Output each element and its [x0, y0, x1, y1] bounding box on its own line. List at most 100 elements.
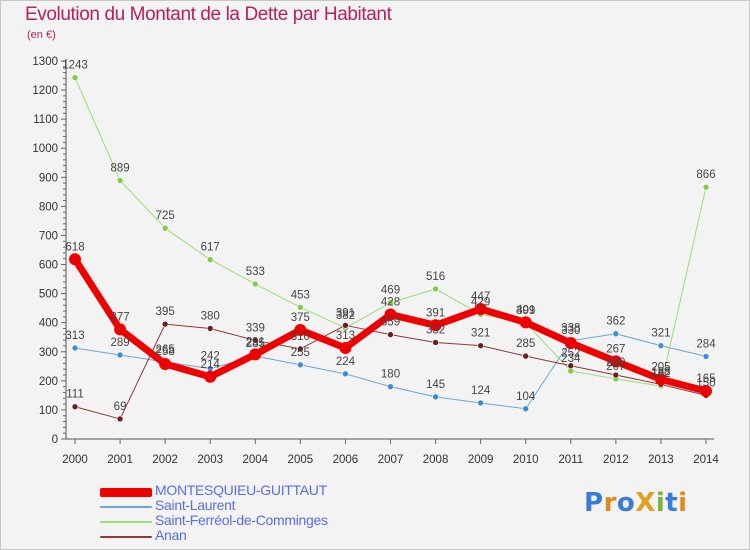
data-label: 69 [114, 401, 127, 413]
data-point [702, 183, 710, 191]
data-point [342, 370, 349, 378]
data-label: 395 [156, 306, 175, 318]
data-point [612, 330, 620, 338]
chart-unit-label: (en €) [27, 29, 56, 41]
data-point [519, 316, 532, 329]
y-tick-label: 100 [39, 405, 58, 417]
legend-item: Anan [100, 527, 420, 544]
x-tick-label: 2012 [603, 454, 629, 466]
logo-letter: X [635, 488, 656, 518]
data-point [206, 325, 214, 332]
data-label: 285 [516, 338, 535, 350]
data-label: 111 [66, 389, 83, 401]
data-point [474, 303, 487, 316]
data-label: 188 [651, 366, 670, 378]
data-point [387, 383, 394, 390]
y-tick-label: 700 [39, 230, 58, 242]
y-tick-label: 900 [39, 172, 58, 184]
data-label: 429 [471, 296, 490, 308]
data-point [657, 342, 665, 349]
data-point [702, 353, 710, 360]
logo-letter: r [603, 488, 617, 518]
data-label: 182 [651, 368, 670, 380]
x-tick-label: 2001 [107, 454, 133, 466]
y-tick-label: 400 [39, 318, 58, 330]
data-point [251, 337, 259, 344]
legend-label: Saint-Laurent [155, 497, 236, 513]
data-point [339, 341, 352, 354]
data-label: 313 [336, 330, 355, 342]
legend-item: Saint-Laurent [100, 497, 420, 514]
data-label: 380 [201, 311, 220, 323]
data-label: 866 [696, 169, 715, 181]
data-label: 469 [381, 285, 400, 297]
data-label: 321 [651, 328, 670, 340]
data-point [71, 403, 79, 411]
line-chart: 0 100 200 300 400 500 600 700 800 900 1000 1100 1200… [32, 56, 719, 466]
x-tick-label: 2007 [378, 454, 404, 466]
data-label: 258 [156, 346, 175, 358]
data-label: 362 [606, 316, 625, 328]
data-point [116, 177, 124, 184]
data-label: 124 [471, 385, 491, 397]
data-label: 533 [246, 266, 265, 278]
data-point [477, 342, 484, 349]
data-label: 207 [606, 361, 625, 373]
data-label: 339 [246, 322, 265, 334]
data-point [71, 344, 79, 352]
x-tick-label: 2000 [62, 454, 88, 466]
data-point [564, 337, 577, 350]
data-label: 234 [561, 353, 581, 365]
data-label: 453 [291, 289, 310, 301]
data-label: 391 [426, 307, 445, 319]
data-label: 310 [291, 331, 310, 343]
legend-label: MONTESQUIEU-GUITTAUT [155, 482, 327, 498]
data-label: 382 [336, 310, 355, 322]
x-tick-label: 2008 [423, 454, 449, 466]
logo-letter: i [678, 488, 688, 518]
data-label: 447 [471, 291, 490, 303]
legend-swatch [100, 487, 152, 497]
data-point [612, 371, 620, 379]
x-tick-label: 2013 [648, 454, 674, 466]
data-label: 428 [381, 297, 400, 309]
data-label: 104 [516, 391, 536, 403]
data-label: 330 [561, 325, 580, 337]
data-point [206, 256, 214, 263]
data-label: 391 [336, 307, 355, 319]
data-label: 377 [110, 311, 129, 323]
data-label: 145 [426, 379, 445, 391]
data-point [69, 253, 81, 266]
y-tick-label: 300 [39, 347, 58, 359]
data-label: 516 [426, 271, 445, 283]
data-point [161, 320, 169, 328]
data-label: 242 [201, 351, 220, 363]
data-label: 214 [201, 359, 221, 371]
y-tick-label: 500 [39, 289, 58, 301]
data-point [384, 308, 397, 321]
x-tick-label: 2009 [468, 454, 494, 466]
data-point [204, 370, 217, 383]
x-tick-label: 2006 [333, 454, 359, 466]
y-tick-label: 0 [52, 434, 58, 446]
data-label: 291 [246, 336, 265, 348]
data-point [387, 331, 394, 338]
legend-swatch [100, 506, 152, 508]
data-label: 180 [381, 369, 400, 381]
data-point [116, 415, 124, 423]
x-tick-label: 2011 [558, 454, 583, 466]
data-label: 399 [516, 305, 535, 317]
x-tick-label: 2010 [513, 454, 539, 466]
data-point [161, 224, 169, 232]
chart-title: Evolution du Montant de la Dette par Hab… [25, 4, 392, 25]
data-label: 165 [696, 373, 715, 385]
data-point [297, 361, 304, 369]
y-tick-label: 600 [39, 260, 58, 272]
data-point [297, 303, 304, 311]
data-point [249, 348, 262, 361]
data-label: 224 [336, 356, 356, 368]
legend-label: Saint-Ferréol-de-Comminges [155, 512, 328, 528]
data-point [71, 74, 79, 81]
logo-letter: t [665, 488, 679, 518]
data-label: 338 [561, 323, 580, 335]
